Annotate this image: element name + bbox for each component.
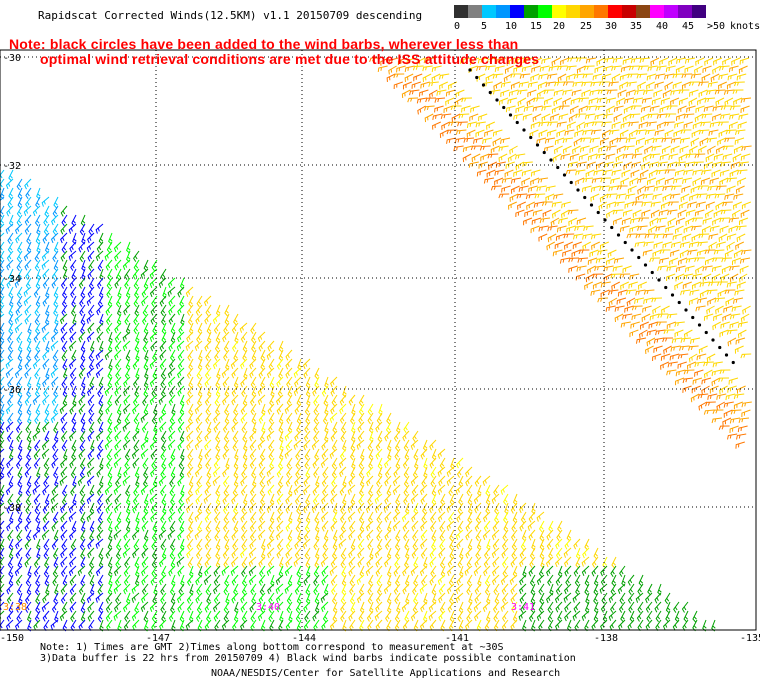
colorbar-label: 10 xyxy=(505,21,518,32)
axis-ticks: -150 -147 -144 -141 -138 -135 -30 -32 -34 -36 -38 3… xyxy=(0,53,760,644)
colorbar-label: 35 xyxy=(630,21,643,32)
colorbar-swatch xyxy=(566,5,580,18)
longitude-tick-label: -150 xyxy=(0,633,24,644)
lat-lon-grid xyxy=(0,50,756,630)
footnote-line-2: 3)Data buffer is 22 hrs from 20150709 4)… xyxy=(40,653,576,664)
colorbar-swatch xyxy=(538,5,552,18)
ias-note-line-2: optimal wind retrieval conditions are me… xyxy=(40,51,540,67)
map-frame xyxy=(0,49,757,631)
colorbar-label: 25 xyxy=(580,21,593,32)
colorbar-swatch xyxy=(622,5,636,18)
colorbar-swatch xyxy=(496,5,510,18)
colorbar-swatch xyxy=(482,5,496,18)
colorbar-label: 40 xyxy=(656,21,669,32)
colorbar-swatch xyxy=(678,5,692,18)
colorbar-swatch xyxy=(552,5,566,18)
longitude-tick-label: -147 xyxy=(146,633,170,644)
colorbar-swatch xyxy=(608,5,622,18)
colorbar-swatch xyxy=(650,5,664,18)
latitude-tick-label: -34 xyxy=(3,274,21,285)
wind-barbs-layer xyxy=(0,57,752,632)
colorbar-swatch xyxy=(510,5,524,18)
longitude-tick-label: -138 xyxy=(594,633,618,644)
latitude-tick-label: -36 xyxy=(3,385,21,396)
colorbar-label: 45 xyxy=(682,21,695,32)
longitude-tick-label: -141 xyxy=(445,633,469,644)
colorbar-label: >50 xyxy=(707,21,726,32)
latitude-tick-label: -30 xyxy=(3,53,21,64)
colorbar-label: 15 xyxy=(530,21,543,32)
credit-line: NOAA/NESDIS/Center for Satellite Applica… xyxy=(211,668,561,679)
ias-note-line-1: Note: black circles have been added to t… xyxy=(9,36,519,52)
colorbar-swatch xyxy=(594,5,608,18)
colorbar-swatch xyxy=(524,5,538,18)
swath-time-label: 3:41 xyxy=(511,602,535,613)
colorbar-label: 5 xyxy=(481,21,488,32)
colorbar-label: 0 xyxy=(454,21,461,32)
swath-time-label: 3:38 xyxy=(3,602,27,613)
colorbar-swatch xyxy=(636,5,650,18)
footnote-line-1: Note: 1) Times are GMT 2)Times along bot… xyxy=(40,642,504,653)
swath-time-label: 3:40 xyxy=(256,602,280,613)
colorbar-swatch xyxy=(664,5,678,18)
wind-speed-colorbar xyxy=(454,5,706,19)
colorbar-swatch xyxy=(454,5,468,18)
longitude-tick-label: -135 xyxy=(740,633,760,644)
latitude-tick-label: -38 xyxy=(3,503,21,514)
latitude-tick-label: -32 xyxy=(3,161,21,172)
colorbar-label: 20 xyxy=(553,21,566,32)
colorbar-label: 30 xyxy=(605,21,618,32)
colorbar-swatch xyxy=(468,5,482,18)
map-title: Rapidscat Corrected Winds(12.5KM) v1.1 2… xyxy=(38,9,423,22)
colorbar-swatch xyxy=(692,5,706,18)
colorbar-swatch xyxy=(580,5,594,18)
colorbar-unit-label: knots xyxy=(730,21,760,32)
longitude-tick-label: -144 xyxy=(292,633,316,644)
